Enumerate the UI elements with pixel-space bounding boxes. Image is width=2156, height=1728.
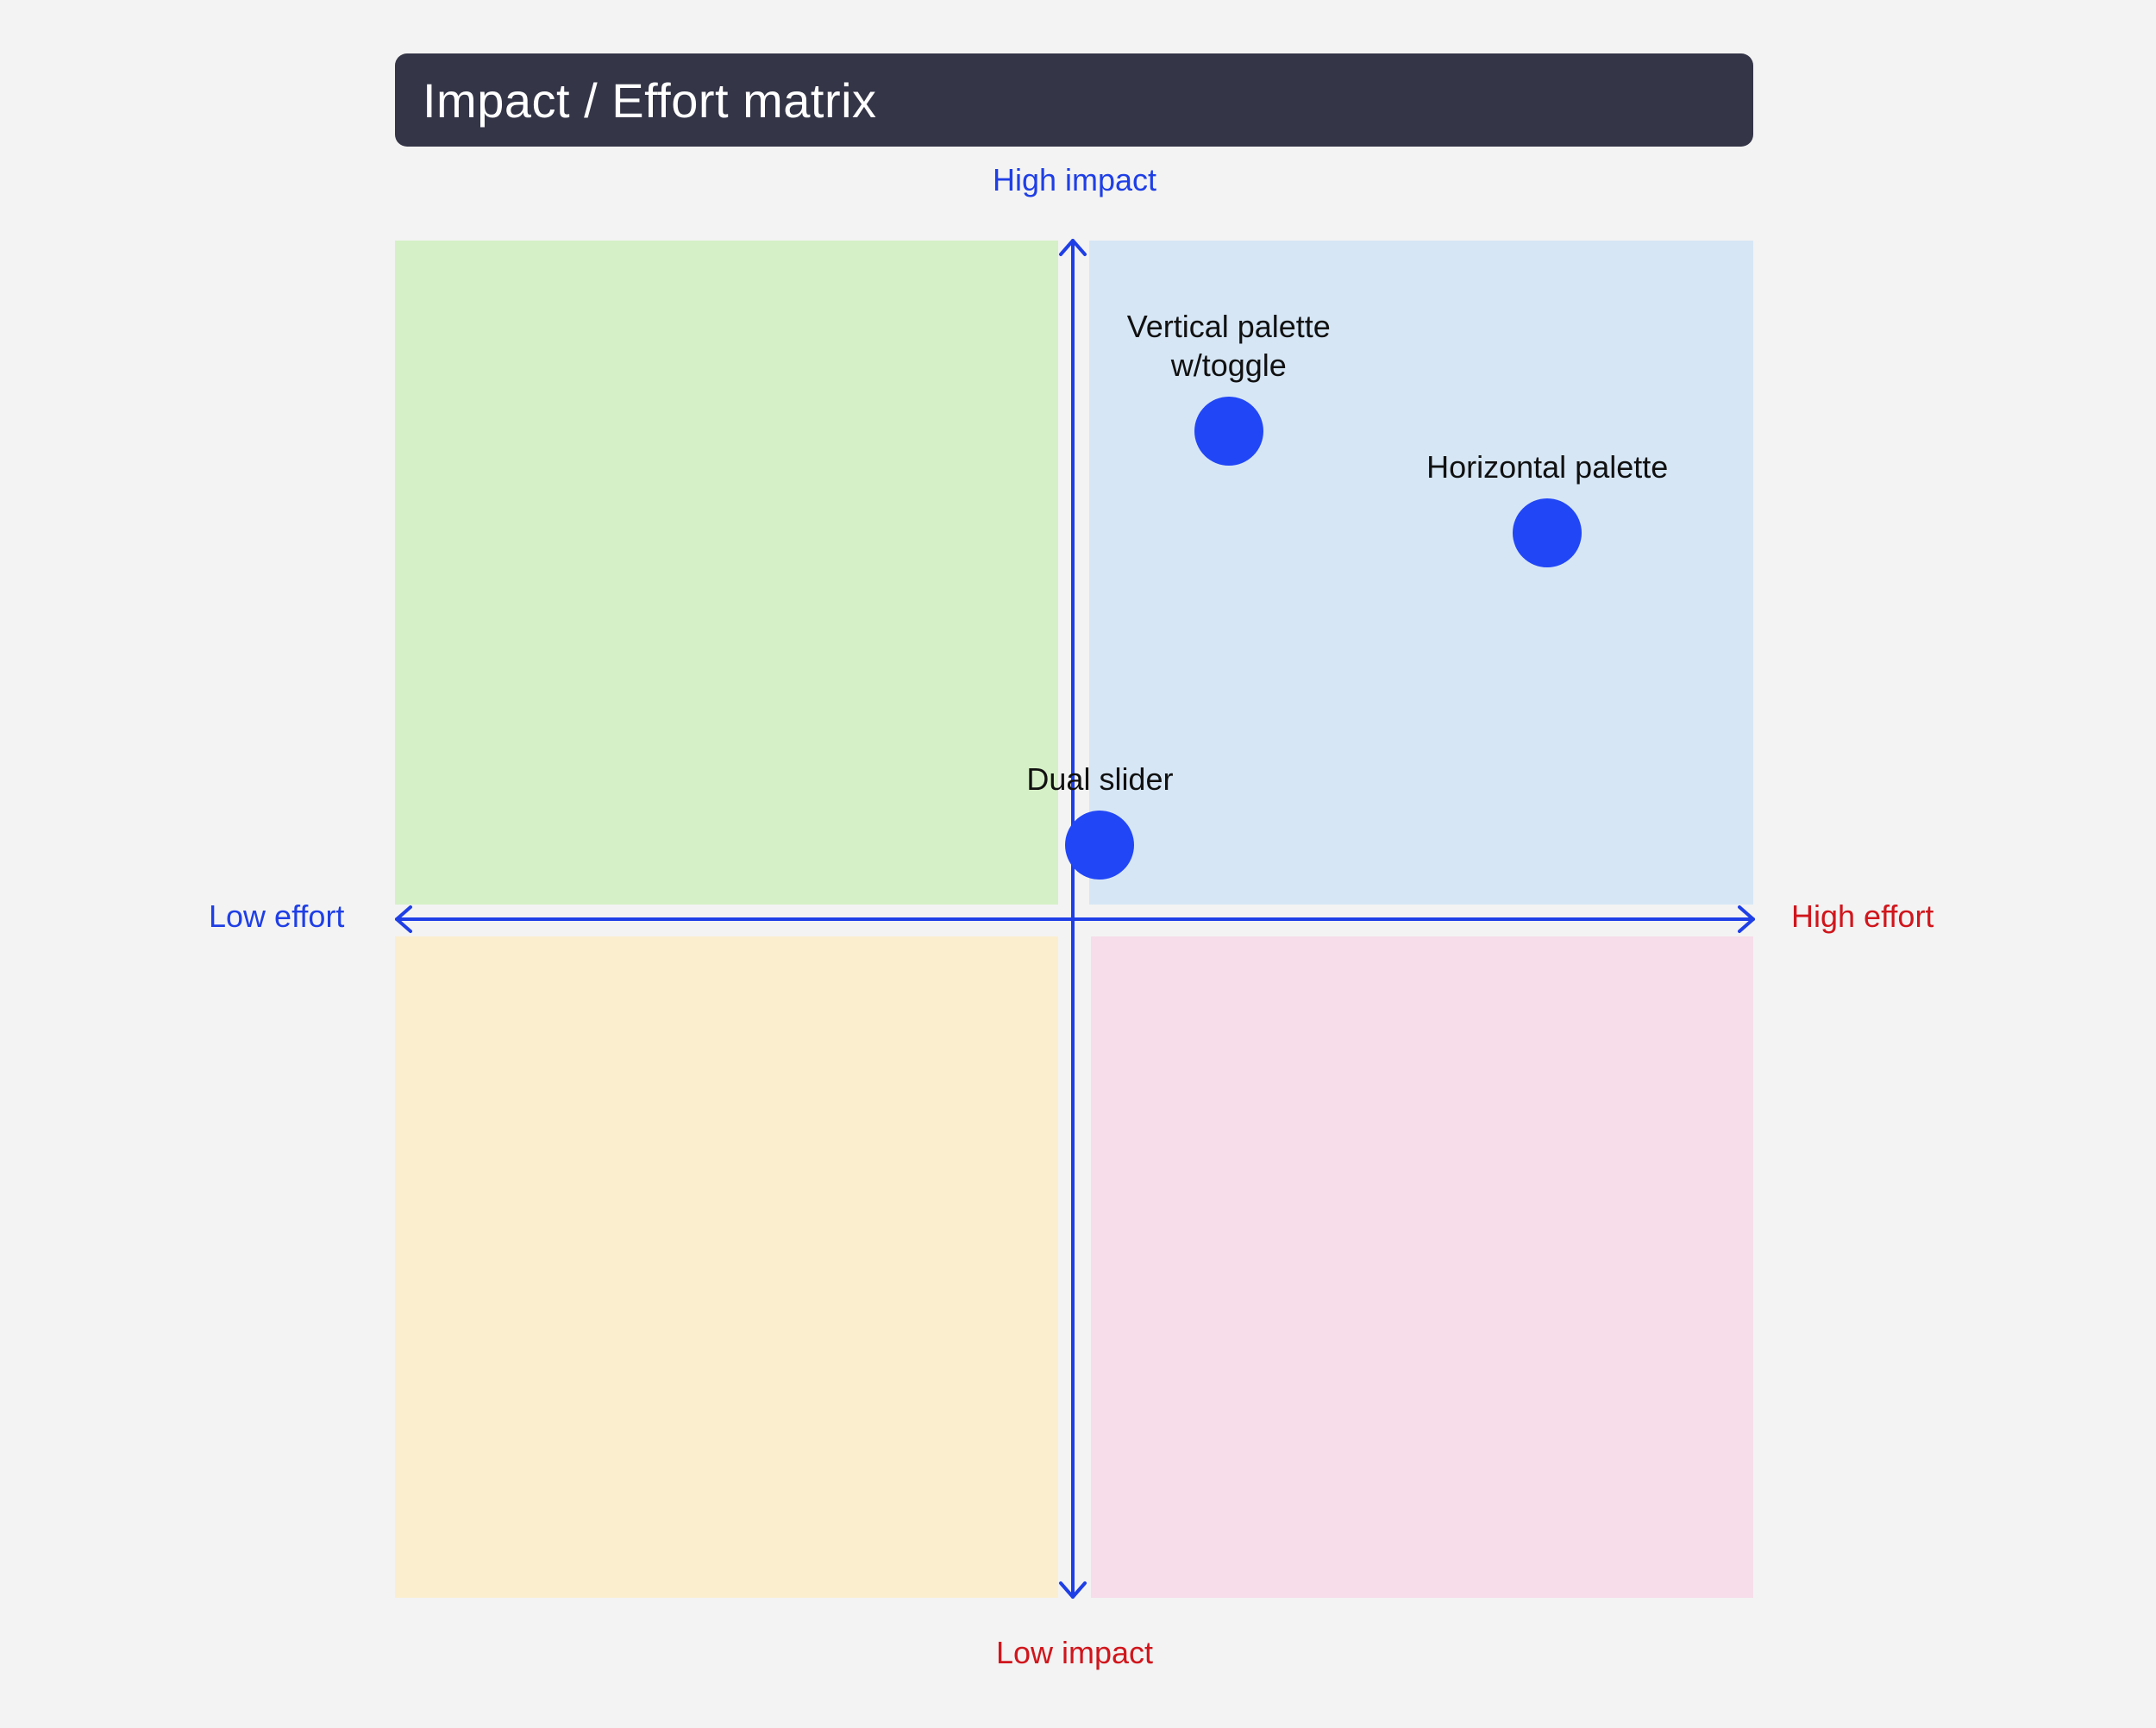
- left-arrowhead: [395, 905, 412, 933]
- item-label: Dual slider: [1026, 761, 1174, 797]
- quadrant-top-left: [395, 241, 1058, 905]
- axis-label-high-impact: High impact: [992, 162, 1157, 197]
- quadrant-bottom-right: [1091, 936, 1753, 1598]
- item-dot[interactable]: [1194, 397, 1263, 466]
- item-dot[interactable]: [1513, 498, 1583, 567]
- title-bar: Impact / Effort matrix: [395, 53, 1753, 147]
- quadrant-bottom-left: [395, 936, 1058, 1598]
- quadrant-top-right: [1089, 241, 1753, 905]
- axis-label-low-impact: Low impact: [995, 1635, 1154, 1670]
- item-dot[interactable]: [1065, 810, 1135, 880]
- item-label: Vertical palette w/toggle: [1126, 309, 1331, 384]
- top-arrowhead: [1059, 239, 1087, 256]
- bottom-arrowhead: [1059, 1581, 1087, 1599]
- item-label: Horizontal palette: [1426, 448, 1669, 485]
- page-title: Impact / Effort matrix: [423, 72, 877, 128]
- axis-label-high-effort: High effort: [1791, 898, 1934, 934]
- right-arrowhead: [1738, 905, 1755, 933]
- axis-label-low-effort: Low effort: [209, 898, 345, 934]
